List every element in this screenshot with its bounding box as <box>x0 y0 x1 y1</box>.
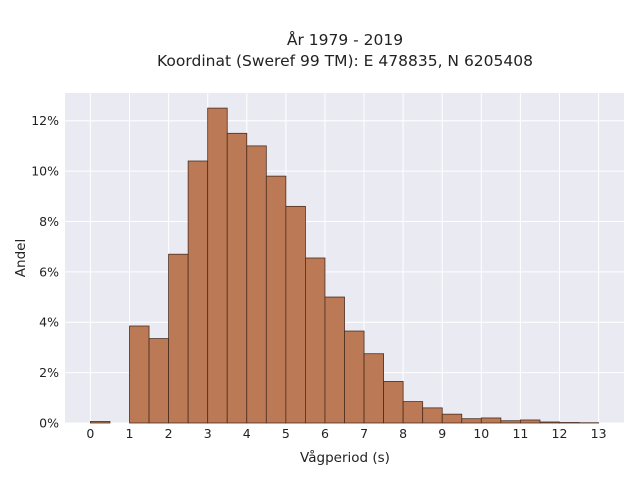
y-tick-label: 8% <box>39 214 59 229</box>
y-tick-label: 10% <box>31 164 59 179</box>
x-tick-label: 7 <box>360 426 368 441</box>
histogram-bar-13 <box>344 330 365 424</box>
histogram-bar-0 <box>90 421 111 424</box>
histogram-bar-9 <box>265 175 287 424</box>
y-tick-label: 2% <box>39 365 59 380</box>
chart-title-line2: Koordinat (Sweref 99 TM): E 478835, N 62… <box>157 52 533 70</box>
x-tick-label: 5 <box>282 426 290 441</box>
histogram-bar-11 <box>305 257 326 424</box>
histogram-bar-12 <box>324 296 345 424</box>
x-tick-label: 9 <box>438 426 446 441</box>
y-tick-label: 4% <box>39 315 59 330</box>
y-tick-label: 6% <box>39 264 59 279</box>
histogram-bar-4 <box>168 253 189 424</box>
x-tick-label: 1 <box>126 426 134 441</box>
histogram-bar-10 <box>285 205 306 424</box>
histogram-bar-5 <box>187 160 209 424</box>
y-axis-label: Andel <box>13 239 29 277</box>
x-tick-label: 2 <box>165 426 173 441</box>
x-tick-label: 0 <box>86 426 94 441</box>
x-tick-label: 12 <box>552 426 568 441</box>
histogram-bar-3 <box>148 338 169 424</box>
x-tick-label: 10 <box>473 426 489 441</box>
histogram-bar-14 <box>363 353 384 424</box>
y-tick-label: 12% <box>31 113 59 128</box>
y-tick-labels: 0% 2% 4% 6% 8% 10% 12% <box>31 113 59 430</box>
bars <box>90 107 599 424</box>
histogram-bar-19 <box>461 418 482 424</box>
histogram-bar-18 <box>441 413 463 424</box>
x-tick-label: 3 <box>204 426 212 441</box>
histogram-bar-7 <box>226 132 248 424</box>
x-axis-label: Vågperiod (s) <box>300 449 390 466</box>
histogram-bar-21 <box>500 420 521 424</box>
x-tick-label: 4 <box>243 426 251 441</box>
histogram-bar-17 <box>422 407 443 424</box>
histogram-bar-20 <box>480 417 502 424</box>
histogram-bar-24 <box>559 422 580 424</box>
x-tick-label: 11 <box>512 426 528 441</box>
chart-title-line1: År 1979 - 2019 <box>287 30 403 49</box>
x-tick-labels: 0 1 2 3 4 5 6 7 8 9 10 11 12 13 <box>86 426 606 441</box>
histogram-bar-6 <box>207 107 228 424</box>
x-tick-label: 13 <box>591 426 607 441</box>
histogram-bar-15 <box>383 381 404 424</box>
y-tick-label: 0% <box>39 416 59 431</box>
histogram-bar-23 <box>539 421 560 424</box>
x-tick-label: 6 <box>321 426 329 441</box>
histogram-bar-2 <box>129 325 150 424</box>
histogram-bar-8 <box>246 145 267 424</box>
histogram-bar-16 <box>402 401 424 424</box>
x-tick-label: 8 <box>399 426 407 441</box>
histogram-bar-22 <box>520 419 541 424</box>
